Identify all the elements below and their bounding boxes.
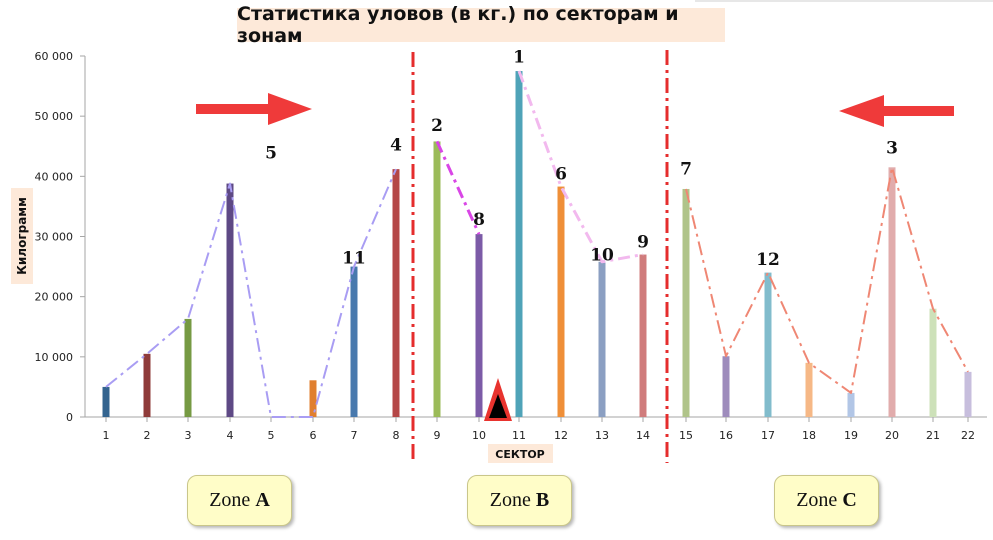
rank-label: 3 xyxy=(886,138,898,158)
y-axis: 0 10 000 20 000 30 000 40 000 50 000 60 000 xyxy=(35,50,85,424)
bar-sector-21 xyxy=(929,308,937,417)
bar-sector-2 xyxy=(143,353,151,417)
bar-sector-13 xyxy=(598,261,606,417)
y-tick-label: 40 000 xyxy=(35,170,74,183)
x-tick-label: 12 xyxy=(554,429,568,442)
x-tick-label: 19 xyxy=(844,429,858,442)
x-tick-label: 18 xyxy=(802,429,816,442)
zone-b-letter: B xyxy=(535,489,550,511)
rank-labels: 5 4 11 2 8 1 6 10 9 7 12 3 xyxy=(265,48,898,270)
x-tick-label: 3 xyxy=(185,429,192,442)
x-axis-label: СЕКТОР xyxy=(495,448,545,461)
bars xyxy=(102,71,972,418)
bar-sector-22 xyxy=(964,371,972,417)
zone-c-prefix: Zone xyxy=(796,489,838,511)
x-tick-label: 2 xyxy=(144,429,151,442)
trend-line-zone-a xyxy=(105,168,397,418)
bar-sector-17 xyxy=(764,272,772,417)
zone-a-letter: A xyxy=(255,489,270,511)
x-tick-label: 22 xyxy=(961,429,975,442)
x-tick-label: 15 xyxy=(679,429,693,442)
bar-sector-8 xyxy=(392,169,400,417)
x-tick-label: 10 xyxy=(472,429,486,442)
left-arrow-icon xyxy=(839,95,954,127)
x-tick-label: 1 xyxy=(103,429,110,442)
bar-sector-9 xyxy=(433,141,441,418)
bar-sector-4 xyxy=(226,183,234,417)
bar-sector-16 xyxy=(722,356,730,417)
bar-sector-1 xyxy=(102,386,110,417)
x-tick-label: 6 xyxy=(310,429,317,442)
rank-label: 4 xyxy=(390,135,402,155)
y-tick-label: 50 000 xyxy=(35,110,74,123)
right-arrow-icon xyxy=(196,93,312,125)
rank-label: 5 xyxy=(265,143,277,163)
zone-c-letter: C xyxy=(842,489,857,511)
bar-sector-14 xyxy=(639,254,647,417)
x-tick-label: 17 xyxy=(761,429,775,442)
x-axis: 1 2 3 4 5 6 7 8 9 10 11 12 13 14 15 16 17 18 19 20 21 22 xyxy=(103,417,975,442)
zone-a-prefix: Zone xyxy=(209,489,251,511)
x-tick-label: 11 xyxy=(512,429,526,442)
bar-sector-3 xyxy=(184,318,192,417)
x-tick-label: 9 xyxy=(434,429,441,442)
rank-label: 8 xyxy=(473,210,485,230)
y-tick-label: 10 000 xyxy=(35,351,74,364)
x-tick-label: 8 xyxy=(393,429,400,442)
trend-line-zone-b xyxy=(435,140,481,235)
rank-label: 1 xyxy=(513,48,525,68)
y-tick-label: 20 000 xyxy=(35,291,74,304)
x-tick-label: 4 xyxy=(227,429,234,442)
rank-label: 10 xyxy=(590,246,614,266)
bar-sector-20 xyxy=(888,167,896,417)
y-tick-label: 30 000 xyxy=(35,231,74,244)
x-tick-label: 5 xyxy=(268,429,275,442)
rank-label: 6 xyxy=(555,164,567,184)
rank-label: 12 xyxy=(756,250,780,270)
chart-title: Статистика уловов (в кг.) по секторам и … xyxy=(237,3,725,47)
x-axis-title: СЕКТОР xyxy=(488,444,553,463)
x-tick-label: 20 xyxy=(885,429,899,442)
rank-label: 9 xyxy=(637,232,649,252)
bar-sector-10 xyxy=(475,234,483,417)
zone-c-box: Zone C xyxy=(774,475,879,526)
annotations xyxy=(196,50,954,463)
y-tick-label: 60 000 xyxy=(35,50,74,63)
x-tick-label: 7 xyxy=(351,429,358,442)
zone-b-box: Zone B xyxy=(467,475,572,526)
bar-sector-18 xyxy=(805,362,813,417)
y-axis-label: Килограмм xyxy=(15,197,29,275)
rank-label: 2 xyxy=(431,116,443,136)
y-tick-label: 0 xyxy=(66,411,73,424)
trend-line-zone-b xyxy=(517,70,644,264)
x-tick-label: 21 xyxy=(926,429,940,442)
trend-lines xyxy=(105,70,969,418)
bar-sector-7 xyxy=(350,266,358,417)
trend-line-zone-c xyxy=(685,166,969,394)
zone-b-prefix: Zone xyxy=(489,489,531,511)
bar-sector-6 xyxy=(309,380,317,417)
rank-label: 11 xyxy=(342,249,366,269)
bar-sector-15 xyxy=(682,188,690,417)
y-axis-title: Килограмм xyxy=(11,188,33,284)
bar-sector-11 xyxy=(515,71,523,418)
zone-a-box: Zone A xyxy=(187,475,292,526)
x-tick-label: 14 xyxy=(636,429,650,442)
rank-label: 7 xyxy=(680,160,692,180)
x-tick-label: 16 xyxy=(719,429,733,442)
bar-sector-12 xyxy=(557,186,565,417)
bar-sector-19 xyxy=(847,392,855,417)
x-tick-label: 13 xyxy=(595,429,609,442)
triangle-marker-inner-icon xyxy=(489,394,507,418)
